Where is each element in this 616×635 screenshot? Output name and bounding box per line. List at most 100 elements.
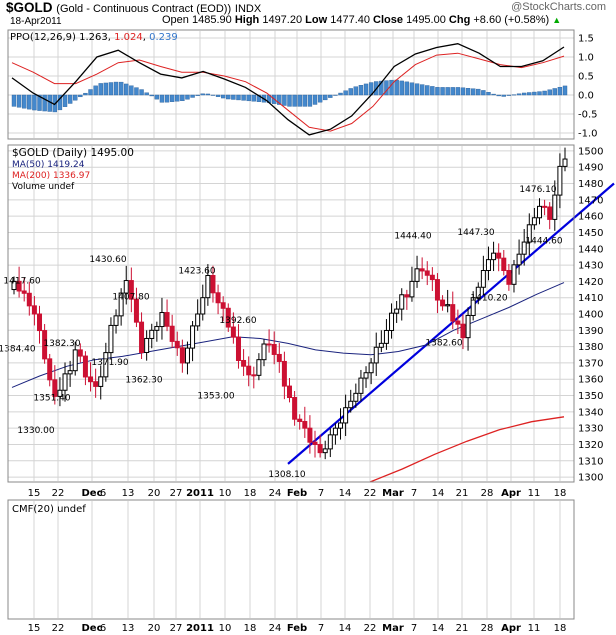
candle-body-82 [429,274,435,281]
ppo-hist-bar-21 [118,81,124,96]
ppo-hist-bar-15 [88,89,93,96]
ppo-line [11,43,565,136]
candle-body-30 [164,312,170,327]
price-y-tick-14: 1440 [578,244,603,255]
price-y-tick-16: 1460 [578,212,603,223]
price-annotation-14: 1382.60 [425,338,462,348]
candle-body-47 [251,374,257,377]
low-value: 1477.40 [330,14,370,26]
chg-label: Chg [448,14,471,26]
candle-body-98 [511,264,517,285]
ppo-hist-bar-82 [430,86,435,96]
candle-body-13 [77,349,83,357]
candle-body-93 [485,259,491,272]
ppo-hist-bar-14 [83,92,88,96]
ppo-hist-bar-53 [282,94,287,106]
price-annotation-15: 1447.30 [457,228,494,238]
ma200-line [369,416,565,483]
chg-value: +8.60 (+0.58%) [473,14,550,26]
ppo-hist-bar-86 [450,87,455,96]
ppo-hist-bar-64 [338,92,343,96]
candle-body-65 [343,407,349,424]
candle-body-61 [322,448,328,454]
price-y-tick-18: 1480 [578,179,603,190]
candle-body-45 [241,359,247,367]
ppo-hist-bar-31 [169,94,175,102]
ppo-hist-bar-90 [470,88,476,96]
high-value: 1497.20 [262,14,303,26]
x-label-bottom-0: 15 [28,623,41,634]
candle-body-50 [266,343,272,346]
x-label-bottom-8: 10 [219,623,232,634]
candle-body-106 [552,194,558,220]
x-label-bottom-22: 18 [554,623,567,634]
ppo-hist-bar-19 [108,82,114,96]
candle-body-12 [72,349,78,372]
ppo-hist-bar-87 [455,87,461,96]
candle-body-105 [547,206,553,220]
candle-body-56 [297,418,303,422]
candle-body-29 [159,312,165,328]
date-label: 18-Apr2011 [10,16,62,27]
ppo-hist-bar-67 [353,86,359,96]
ppo-hist-bar-105 [547,89,552,96]
x-label-bottom-11: Feb [287,623,307,634]
candle-body-104 [542,205,548,208]
candle-body-59 [312,441,318,445]
candle-body-43 [230,326,236,338]
x-label-bottom-21: 11 [528,623,541,634]
candle-body-58 [307,427,313,443]
candle-body-107 [557,165,563,196]
ppo-hist-bar-52 [277,94,282,105]
ppo-hist-bar-37 [200,93,205,96]
candle-body-64 [338,422,344,429]
candle-body-89 [465,314,471,339]
candle-body-10 [62,373,68,391]
close-label: Close [373,14,404,26]
candle-body-72 [378,342,384,348]
candle-body-97 [506,270,512,285]
ppo-y-tick-4: -0.5 [578,110,598,121]
candle-body-101 [526,224,532,243]
ma50-label: MA(50) 1419.24 [12,160,85,170]
price-annotation-9: 1423.60 [178,267,215,277]
ppo-y-tick-5: -1.0 [578,129,598,140]
price-y-tick-0: 1300 [578,473,603,484]
gridlines [8,31,574,618]
price-annotation-12: 1308.10 [268,470,305,480]
candle-body-34 [184,347,190,364]
x-label-5: 20 [148,488,161,499]
ppo-hist-bar-61 [323,94,328,101]
watermark: @StockCharts.com [511,1,606,13]
x-label-0: 15 [28,488,41,499]
ppo-hist-bar-11 [67,94,73,104]
x-label-bottom-13: 14 [339,623,352,634]
ppo-hist-bar-72 [379,80,384,96]
ppo-hist-bar-57 [302,94,308,107]
x-label-20: Apr [501,488,521,499]
ppo-hist-bar-78 [409,82,415,96]
candle-body-88 [460,323,466,339]
candle-body-91 [475,286,481,299]
candle-body-11 [67,370,73,375]
ppo-hist-bar-103 [537,91,542,96]
chart-header-row1: $GOLD (Gold - Continuous Contract (EOD))… [6,0,261,15]
candle-body-44 [235,336,241,361]
price-label: $GOLD (Daily) 1495.00 [12,147,134,159]
candle-body-33 [179,347,185,364]
ppo-hist-bar-9 [57,94,63,111]
description: (Gold - Continuous Contract (EOD)) [56,3,232,15]
candle-body-19 [108,324,114,354]
candle-body-48 [256,359,262,376]
x-label-bottom-3: 6 [100,623,106,634]
candle-body-86 [450,304,456,322]
ppo-hist-bar-47 [251,94,256,102]
ppo-hist-bar-27 [149,94,154,97]
ppo-hist-bar-34 [185,94,190,100]
ppo-hist-bar-104 [542,90,547,96]
ppo-hist-bar-77 [404,81,410,96]
ppo-hist-bar-4 [32,94,37,111]
price-y-tick-4: 1340 [578,407,603,418]
ppo-hist-bar-106 [552,88,557,96]
